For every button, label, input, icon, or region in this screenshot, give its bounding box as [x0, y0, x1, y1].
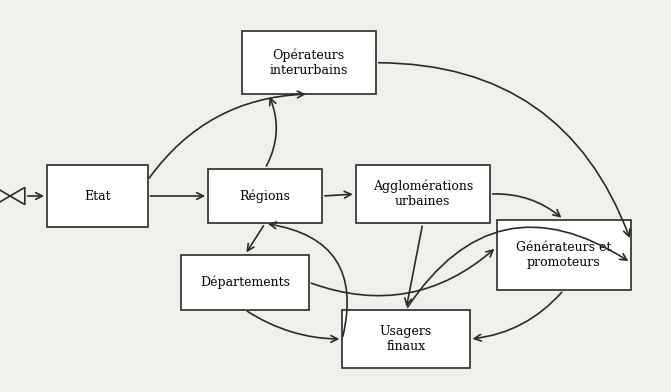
FancyBboxPatch shape	[47, 165, 148, 227]
Text: Départements: Départements	[200, 276, 290, 289]
FancyBboxPatch shape	[242, 31, 376, 94]
Text: Etat: Etat	[84, 189, 111, 203]
Text: Régions: Régions	[240, 189, 291, 203]
Text: Générateurs et
promoteurs: Générateurs et promoteurs	[516, 241, 611, 269]
Text: Opérateurs
interurbains: Opérateurs interurbains	[270, 49, 348, 77]
Text: Agglomérations
urbaines: Agglomérations urbaines	[372, 180, 473, 208]
FancyBboxPatch shape	[356, 165, 490, 223]
FancyBboxPatch shape	[181, 255, 309, 310]
FancyBboxPatch shape	[342, 310, 470, 368]
FancyBboxPatch shape	[208, 169, 322, 223]
FancyBboxPatch shape	[497, 220, 631, 290]
Text: Usagers
finaux: Usagers finaux	[380, 325, 432, 353]
